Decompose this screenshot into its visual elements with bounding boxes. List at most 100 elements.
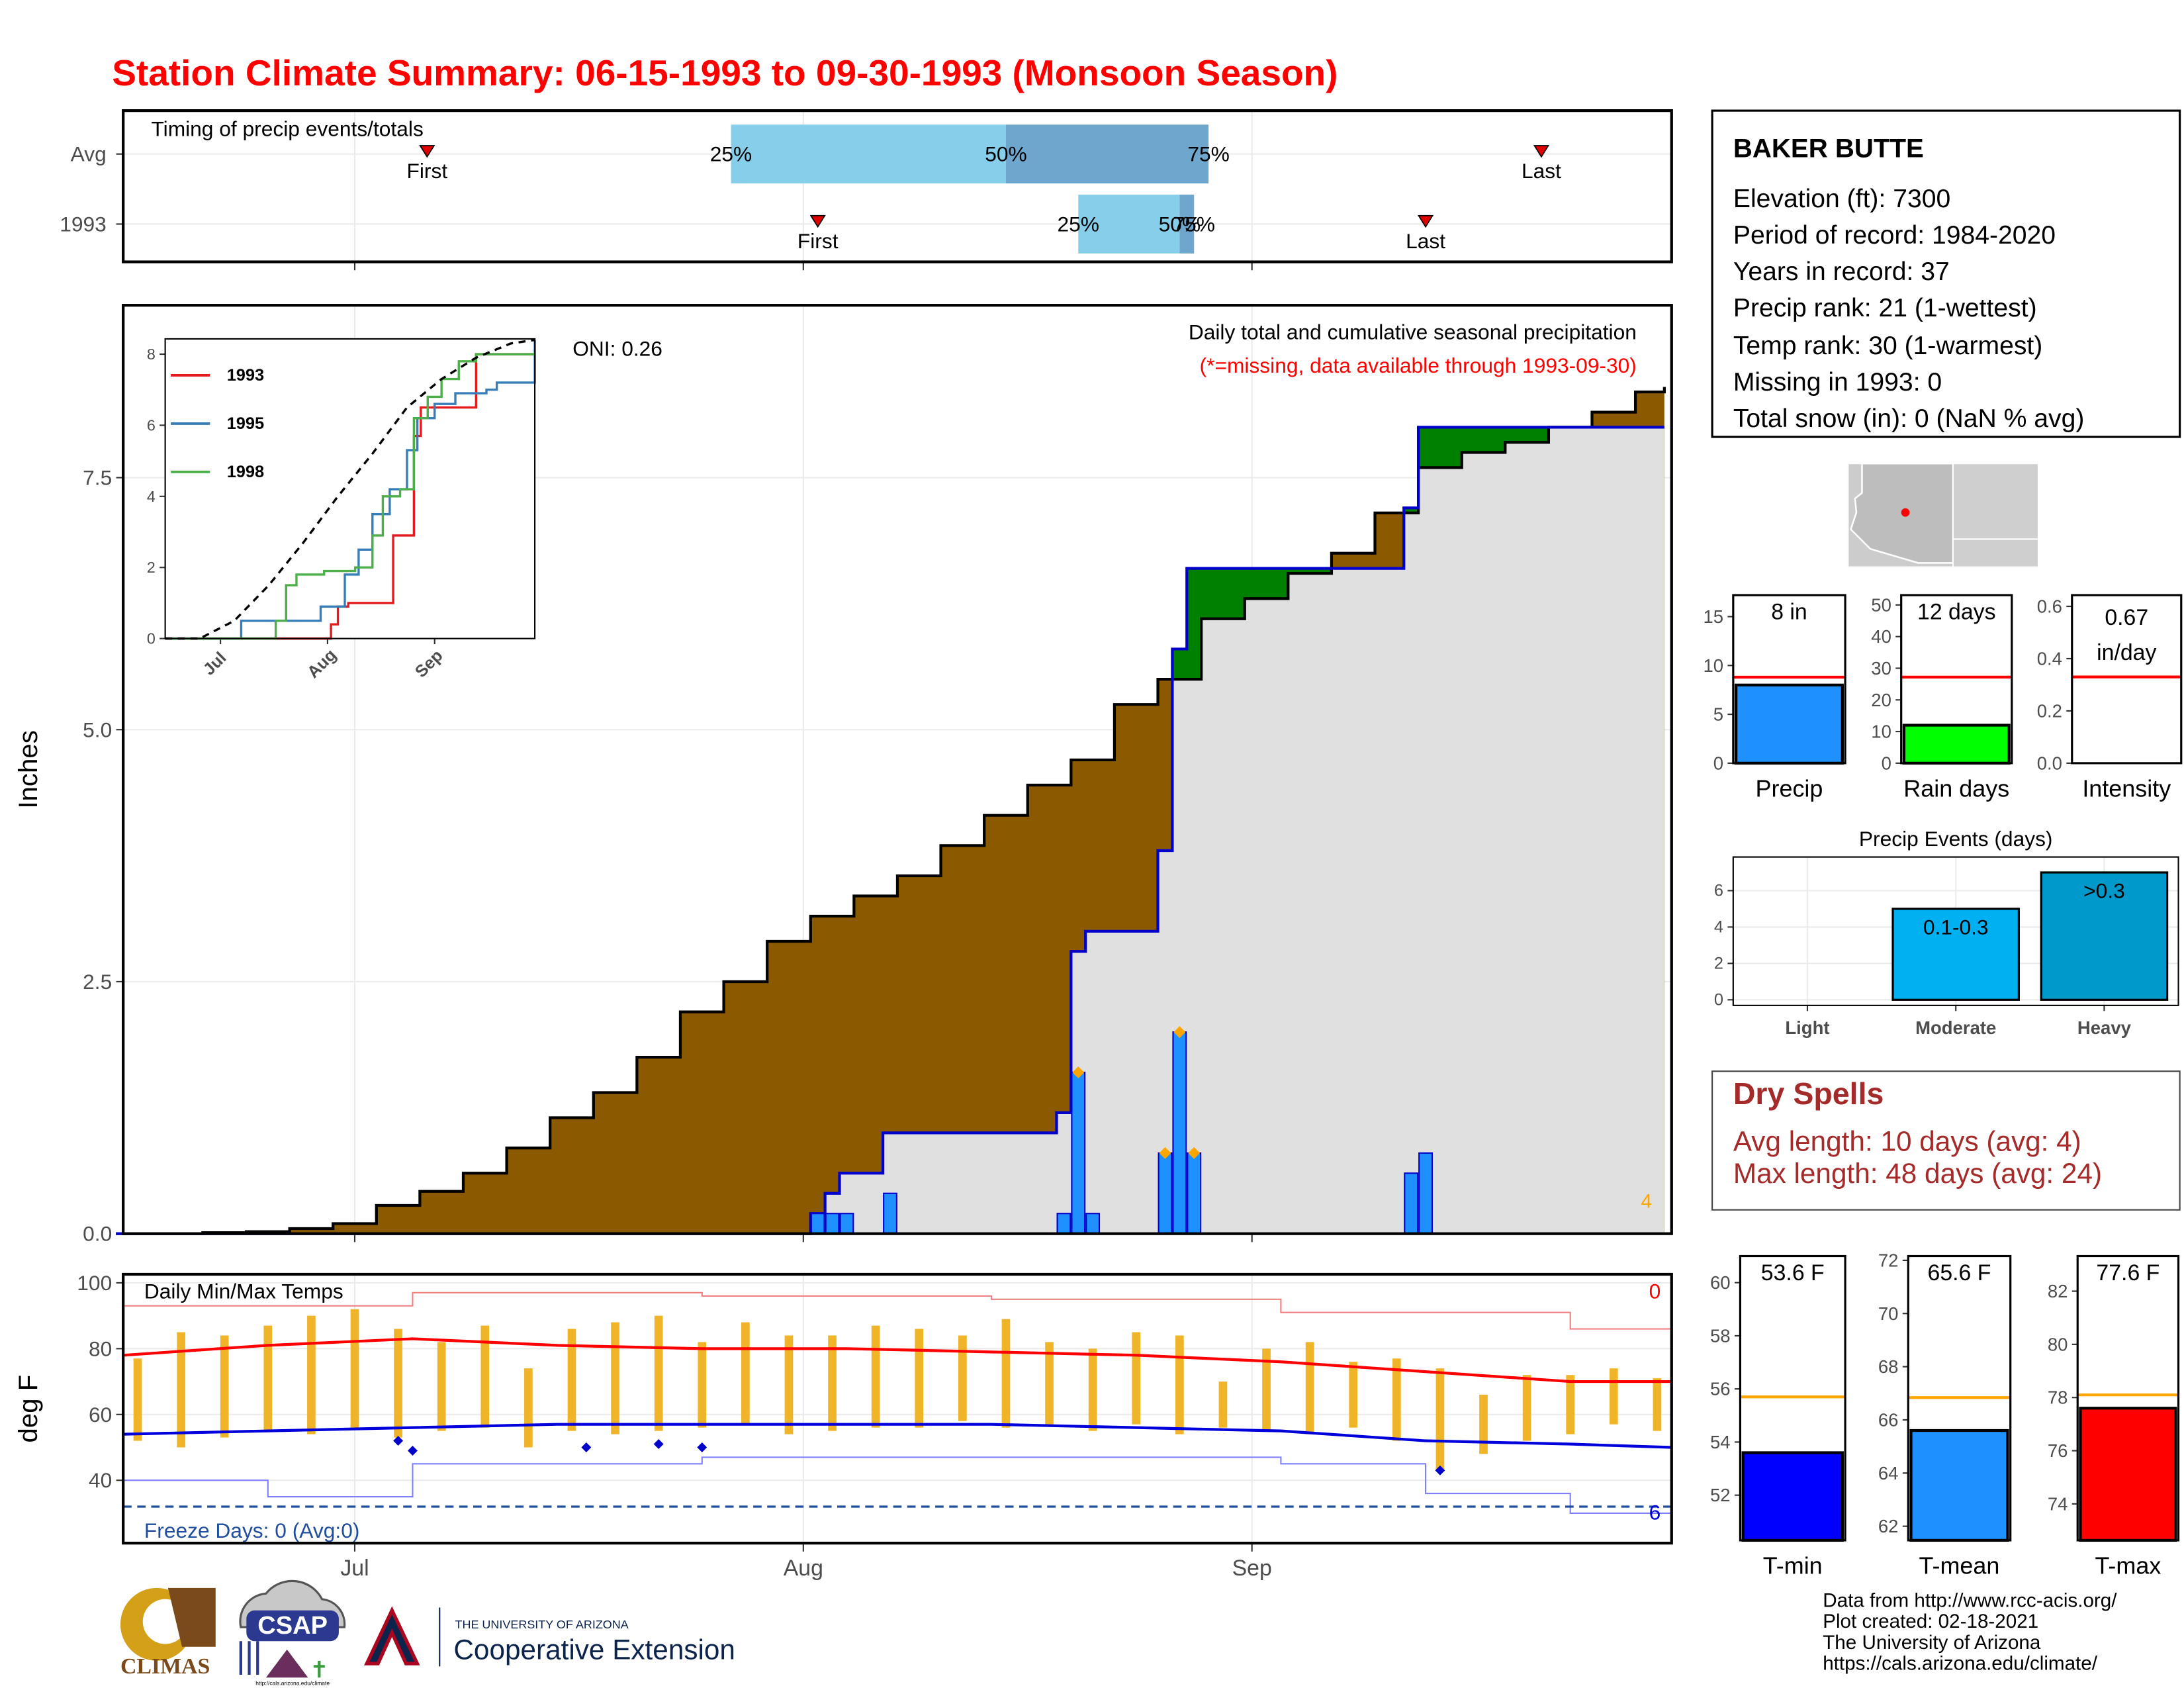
daily-bar: [1056, 1213, 1071, 1235]
y-tick-label: 15: [1703, 606, 1723, 627]
temp-range-bar: [1349, 1362, 1358, 1428]
marker-label: First: [797, 229, 839, 253]
temp-range-bar: [1392, 1358, 1401, 1441]
y-tick-label: 5.0: [83, 718, 112, 741]
summary-bar: [1734, 683, 1844, 765]
temp-range-bar: [1262, 1348, 1271, 1431]
temp-range-bar: [871, 1325, 880, 1428]
temp-range-bar: [524, 1368, 533, 1448]
quartile-bar: [1078, 195, 1180, 254]
y-tick-label: 0: [1714, 990, 1723, 1009]
x-tick-label: Moderate: [1915, 1017, 1996, 1038]
quartile-label: 50%: [985, 142, 1026, 166]
timing-marker: [419, 145, 435, 158]
station-line: Elevation (ft): 7300: [1733, 185, 1950, 213]
panel-background: [2071, 595, 2181, 763]
temp-range-bar: [741, 1322, 750, 1425]
daily-bar: [1158, 1152, 1173, 1235]
summary-label: T-mean: [1919, 1552, 2000, 1579]
value-label: 0.67: [2105, 605, 2148, 630]
y-tick-label: 60: [1710, 1272, 1731, 1293]
daily-bar: [1085, 1213, 1101, 1235]
temp-range-bar: [611, 1322, 619, 1434]
temp-range-bar: [698, 1342, 707, 1428]
credit: Data from http://www.rcc-acis.org/: [1823, 1589, 2117, 1611]
chart-subtitle: (*=missing, data available through 1993-…: [1200, 353, 1637, 377]
panel-background: [123, 1274, 1672, 1544]
value-label: 77.6 F: [2096, 1260, 2160, 1286]
marker-label: Last: [1406, 229, 1445, 253]
daily-bar: [1404, 1172, 1419, 1235]
dry-spells-line: Avg length: 10 days (avg: 4): [1733, 1126, 2081, 1157]
y-tick-label: 5: [1713, 704, 1723, 725]
y-tick-label: 4: [1714, 917, 1723, 936]
x-tick-label: Light: [1785, 1017, 1829, 1038]
record-min-line: [123, 1456, 1672, 1520]
y-tick-label: 68: [1878, 1356, 1899, 1377]
y-tick-label: 62: [1878, 1516, 1899, 1536]
y-tick-label: 76: [2048, 1440, 2068, 1461]
quartile-label: 25%: [710, 142, 752, 166]
unit-label: in/day: [2097, 640, 2156, 665]
range-label: >0.3: [2083, 878, 2125, 902]
summary-bar: [2079, 1407, 2177, 1542]
temp-range-bar: [567, 1329, 576, 1431]
temp-range-bar: [1045, 1342, 1054, 1425]
range-label: 0.1-0.3: [1923, 915, 1989, 939]
temp-range-bar: [1609, 1368, 1618, 1425]
y-tick-label: 70: [1878, 1303, 1899, 1324]
logo-text: Cooperative Extension: [453, 1634, 735, 1665]
y-tick-label: 2: [1714, 954, 1723, 972]
temp-range-bar: [480, 1325, 490, 1428]
y-tick-label: 0.0: [2037, 753, 2062, 773]
event-bar: [2040, 871, 2169, 1001]
station-line: Period of record: 1984-2020: [1733, 221, 2056, 250]
corner-label: 4: [1641, 1191, 1651, 1213]
station-box: [1711, 109, 2181, 438]
dry-spells-title: Dry Spells: [1733, 1076, 1884, 1111]
y-tick-label: 74: [2048, 1493, 2068, 1514]
daily-bar: [839, 1213, 854, 1235]
freeze-label: Freeze Days: 0 (Avg:0): [144, 1519, 360, 1542]
temp-range-bar: [1218, 1382, 1228, 1428]
value-label: 12 days: [1917, 599, 1995, 624]
timing-marker: [1417, 214, 1434, 228]
timing-marker: [809, 214, 826, 228]
annotation: ONI: 0.26: [572, 337, 662, 361]
logo-text: http://cals.arizona.edu/climate: [255, 1680, 330, 1687]
dry-spells-box: [1711, 1070, 2181, 1211]
temp-range-bar: [1479, 1394, 1488, 1454]
logo-text: THE UNIVERSITY OF ARIZONA: [455, 1618, 629, 1631]
summary-bar: [1741, 1451, 1844, 1542]
timing-marker: [1533, 145, 1550, 158]
x-tick-label: Heavy: [2077, 1017, 2132, 1038]
credit: https://cals.arizona.edu/climate/: [1823, 1653, 2098, 1675]
y-tick-label: 0: [1713, 753, 1723, 773]
y-tick-label: 0.0: [83, 1222, 112, 1246]
temp-range-bar: [1435, 1368, 1445, 1471]
summary-label: Precip: [1756, 774, 1823, 802]
y-tick-label: 10: [1871, 722, 1891, 742]
y-tick-label: 58: [1710, 1325, 1731, 1346]
daily-bar: [825, 1213, 840, 1235]
panel: [164, 338, 536, 639]
y-tick-label: 50: [1871, 594, 1891, 615]
credit: The University of Arizona: [1823, 1632, 2041, 1654]
temp-range-bar: [1001, 1319, 1011, 1428]
quartile-label: 25%: [1058, 212, 1099, 236]
marker-label: Last: [1522, 159, 1561, 183]
avg-max-line: [123, 1337, 1672, 1383]
temp-range-bar: [263, 1325, 273, 1431]
record-max-line: [123, 1291, 1672, 1342]
y-tick-label: 0: [147, 630, 156, 647]
record-high-count: 0: [1649, 1279, 1661, 1303]
panel: [122, 304, 1673, 1235]
legend-label: 1998: [227, 463, 264, 481]
y-tick-label: 100: [77, 1271, 112, 1295]
y-tick-label: 0: [1882, 753, 1891, 773]
daily-bar: [1187, 1152, 1202, 1235]
quartile-bar: [731, 124, 1006, 184]
y-tick-label: Avg: [71, 142, 107, 166]
